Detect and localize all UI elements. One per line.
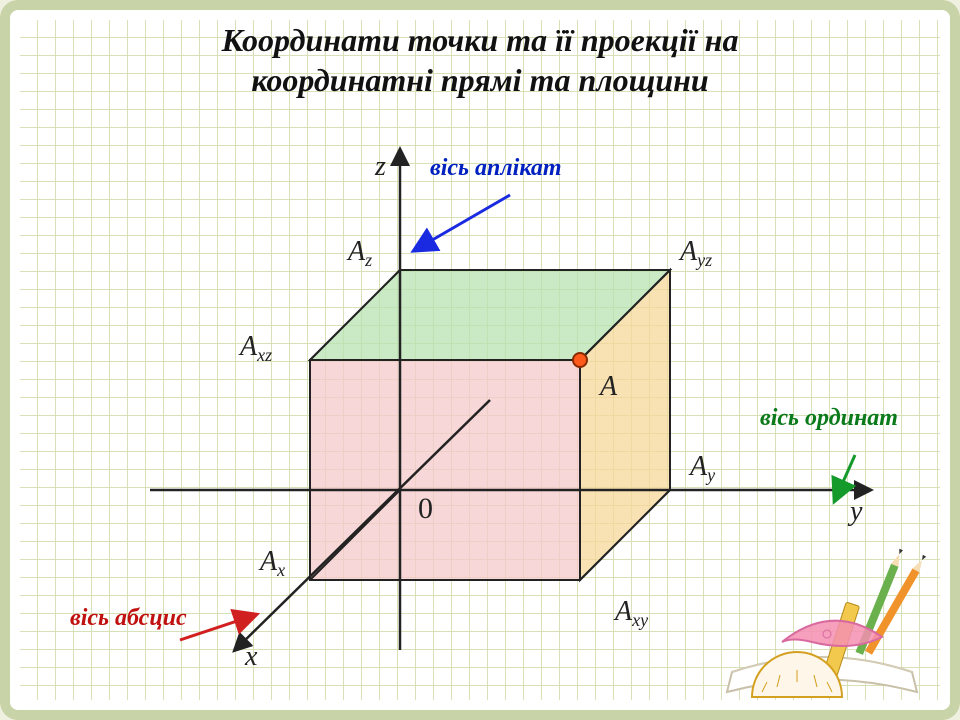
annotation-z: вісь аплікат xyxy=(415,155,562,250)
face-front-xz xyxy=(310,360,580,580)
origin-label: 0 xyxy=(418,492,433,525)
label-Axy: Axy xyxy=(613,596,648,630)
label-Ayz: Ayz xyxy=(678,236,712,270)
annotation-y: вісь ординат xyxy=(760,405,898,500)
svg-text:вісь ординат: вісь ординат xyxy=(760,405,898,431)
axis-label-x: x xyxy=(244,641,258,672)
label-Ay: Ay xyxy=(688,451,715,485)
svg-text:вісь аплікат: вісь аплікат xyxy=(430,155,562,181)
stationery-decor xyxy=(692,542,952,712)
axis-label-y: y xyxy=(847,496,863,527)
label-Axz: Axz xyxy=(238,331,272,365)
label-Ax: Ax xyxy=(258,546,285,580)
projection-box xyxy=(310,270,670,580)
annotation-x: вісь абсцис xyxy=(70,605,255,640)
point-A-dot xyxy=(573,353,587,367)
label-A: A xyxy=(598,371,618,402)
axis-label-z: z xyxy=(374,151,386,182)
label-Az: Az xyxy=(346,236,372,270)
svg-text:вісь абсцис: вісь абсцис xyxy=(70,605,187,631)
